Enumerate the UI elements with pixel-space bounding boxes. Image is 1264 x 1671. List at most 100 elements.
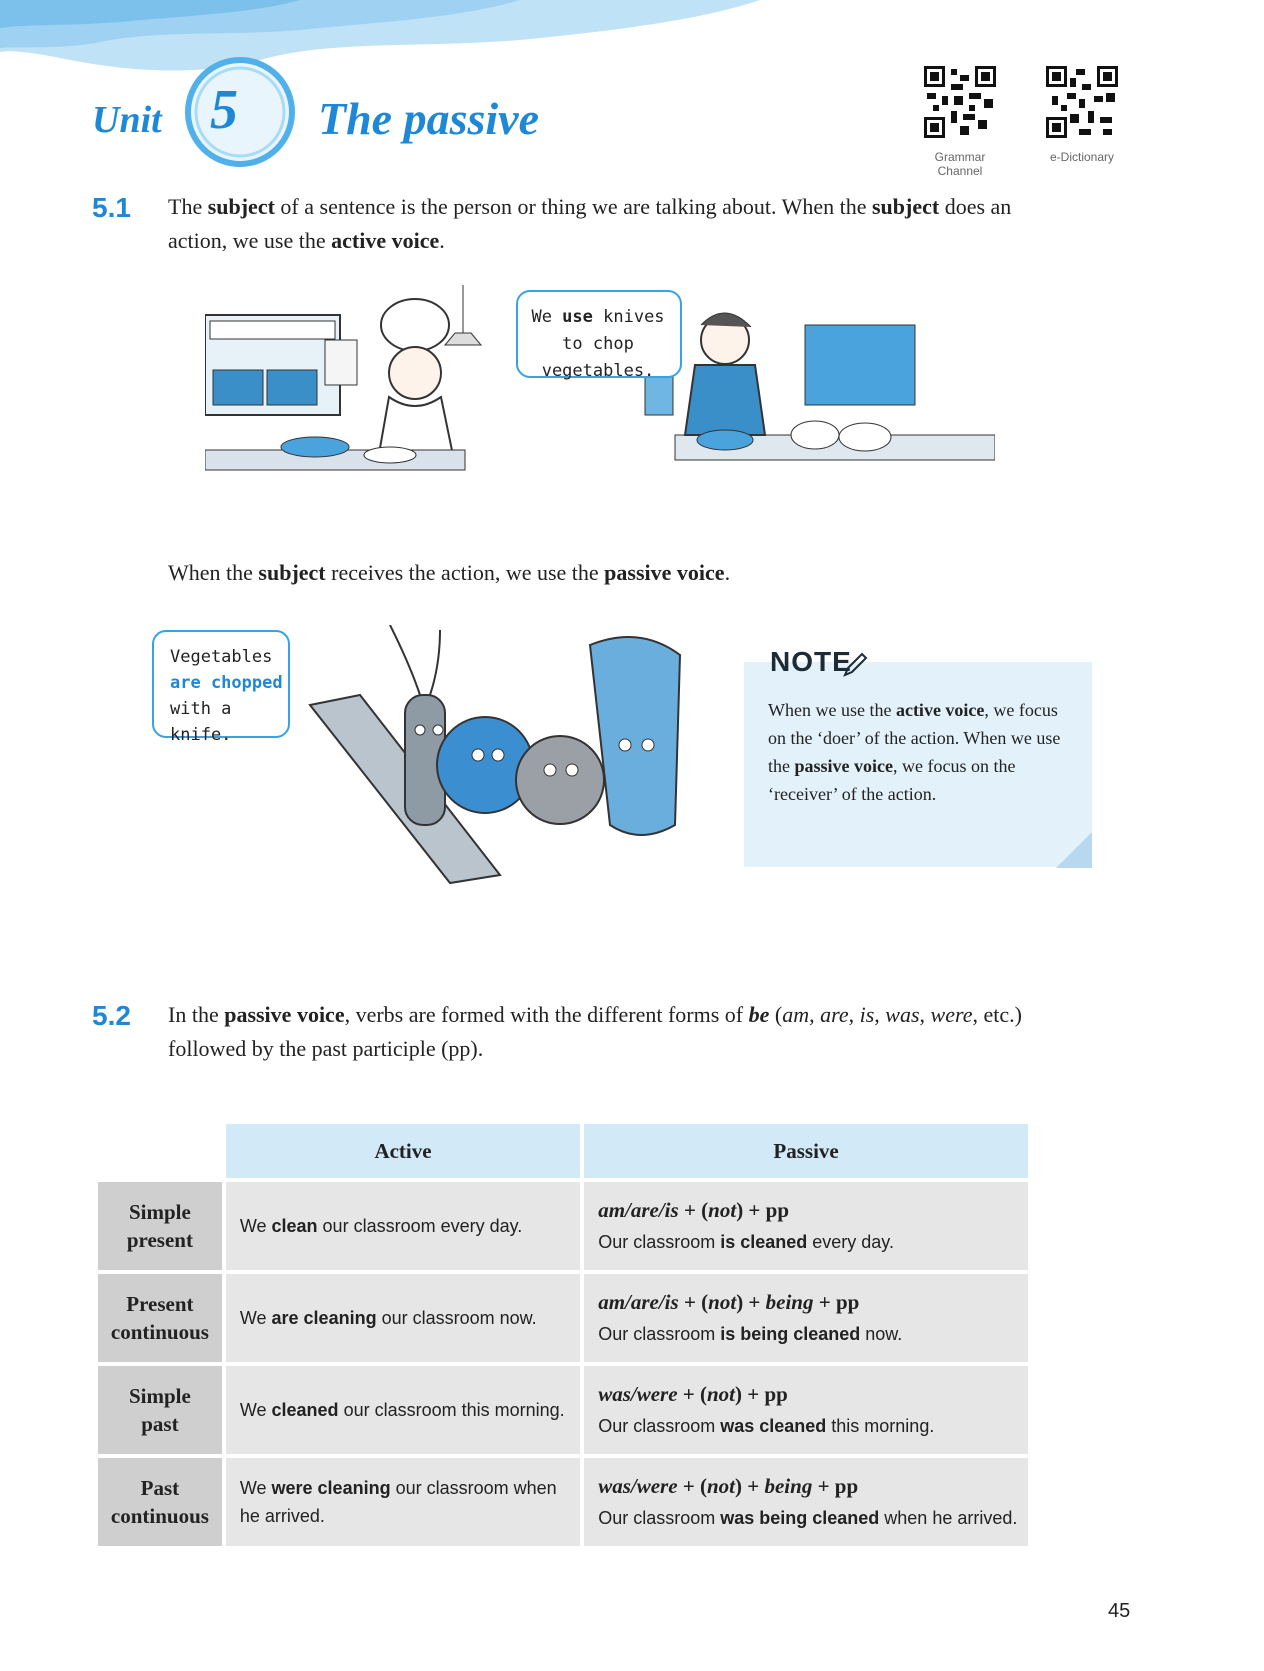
text-run: We bbox=[239, 1216, 272, 1236]
text-run: Our classroom bbox=[598, 1508, 721, 1528]
unit-label: Unit bbox=[92, 99, 162, 141]
text-run: When we use the bbox=[768, 700, 896, 720]
text-run: of a sentence is the person or thing we … bbox=[274, 194, 872, 219]
text-run: our classroom every day. bbox=[317, 1216, 523, 1236]
passive-formula: am/are/is + (not) + pp bbox=[598, 1196, 1028, 1224]
formula-being: being bbox=[765, 1290, 814, 1314]
formula-part: ) + pp bbox=[735, 1382, 788, 1406]
bold-term: passive voice bbox=[604, 560, 725, 585]
bold-term: use bbox=[562, 307, 593, 327]
qr-code-icon[interactable] bbox=[1046, 66, 1118, 138]
text-run: our classroom when he arrived. bbox=[239, 1478, 557, 1526]
formula-not: not bbox=[708, 1290, 737, 1314]
formula-be: am/are/is bbox=[598, 1198, 679, 1222]
formula-not: not bbox=[708, 1198, 737, 1222]
formula-part: + ( bbox=[678, 1290, 709, 1314]
passive-cell: am/are/is + (not) + pp Our classroom is … bbox=[584, 1182, 1028, 1270]
row-header-line: past bbox=[141, 1412, 179, 1436]
row-header: Simple present bbox=[98, 1182, 222, 1270]
formula-part: + pp bbox=[812, 1474, 859, 1498]
row-header-line: present bbox=[126, 1228, 193, 1252]
text-run: , bbox=[919, 1002, 931, 1027]
section-paragraph: In the passive voice, verbs are formed w… bbox=[168, 998, 1068, 1066]
text-run: . bbox=[439, 228, 445, 253]
active-cell: We were cleaning our classroom when he a… bbox=[225, 1458, 581, 1546]
formula-be: was/were bbox=[598, 1474, 678, 1498]
text-run: Our classroom bbox=[598, 1416, 721, 1436]
column-header-active: Active bbox=[225, 1124, 581, 1178]
qr-label-grammar-channel: Grammar Channel bbox=[915, 150, 1005, 178]
text-run: now. bbox=[860, 1324, 903, 1344]
passive-example: Our classroom is being cleaned now. bbox=[598, 1320, 1028, 1348]
qr-code-icon[interactable] bbox=[924, 66, 996, 138]
text-run: every day. bbox=[807, 1232, 894, 1252]
text-run: our classroom now. bbox=[376, 1308, 537, 1328]
text-run: knives to chop vegetables. bbox=[541, 307, 665, 381]
row-header: Present continuous bbox=[98, 1274, 222, 1362]
bold-verb: cleaned bbox=[271, 1400, 339, 1420]
formula-part: + pp bbox=[813, 1290, 860, 1314]
speech-bubble-text: Vegetables are chopped with a knife. bbox=[170, 644, 290, 748]
text-run: , etc.) followed by the past participle … bbox=[168, 1002, 1022, 1061]
formula-part: + ( bbox=[678, 1198, 709, 1222]
row-header-line: Simple bbox=[128, 1200, 191, 1224]
column-header-passive: Passive bbox=[584, 1124, 1028, 1178]
text-run: receives the action, we use the bbox=[325, 560, 605, 585]
passive-example: Our classroom was being cleaned when he … bbox=[598, 1504, 1028, 1532]
bold-term: passive voice bbox=[224, 1002, 345, 1027]
italic-term: are bbox=[820, 1002, 849, 1027]
table-row: Past continuous We were cleaning our clas… bbox=[98, 1458, 1028, 1546]
formula-be: was/were bbox=[598, 1382, 678, 1406]
section-number: 5.2 bbox=[92, 1000, 131, 1031]
formula-part: ) + pp bbox=[736, 1198, 790, 1222]
text-run: When the bbox=[168, 560, 259, 585]
text-run: Our classroom bbox=[598, 1324, 721, 1344]
speech-bubble-text: We use knives to chop vegetables. bbox=[528, 304, 668, 385]
highlight-term: are chopped bbox=[170, 673, 283, 693]
active-cell: We are cleaning our classroom now. bbox=[225, 1274, 581, 1362]
qr-label-e-dictionary: e-Dictionary bbox=[1049, 150, 1115, 164]
bold-verb: are cleaning bbox=[271, 1308, 377, 1328]
note-title: NOTE bbox=[770, 646, 852, 677]
text-run: with a knife. bbox=[170, 699, 232, 745]
passive-cell: was/were + (not) + pp Our classroom was … bbox=[584, 1366, 1028, 1454]
unit-number: 5 bbox=[210, 79, 238, 141]
text-run: . bbox=[724, 560, 731, 585]
bold-term: subject bbox=[207, 194, 275, 219]
italic-term: is bbox=[859, 1002, 875, 1027]
text-run: Vegetables bbox=[170, 647, 273, 667]
section-number: 5.1 bbox=[92, 192, 131, 223]
passive-example: Our classroom is cleaned every day. bbox=[598, 1228, 1028, 1256]
text-run: this morning. bbox=[826, 1416, 935, 1436]
row-header-line: Present bbox=[126, 1292, 194, 1316]
header-wave-decoration bbox=[0, 0, 760, 71]
text-run: We bbox=[531, 307, 563, 327]
active-cell: We cleaned our classroom this morning. bbox=[225, 1366, 581, 1454]
page-curl-icon bbox=[1056, 832, 1092, 868]
text-run: The bbox=[168, 194, 208, 219]
row-header-line: Simple bbox=[128, 1384, 191, 1408]
vegetables-illustration bbox=[308, 625, 682, 885]
formula-not: not bbox=[707, 1382, 736, 1406]
bold-verb: clean bbox=[271, 1216, 318, 1236]
passive-formula: was/were + (not) + being + pp bbox=[598, 1472, 1028, 1500]
bold-term: subject bbox=[258, 560, 326, 585]
passive-formula: was/were + (not) + pp bbox=[598, 1380, 1028, 1408]
note-box bbox=[744, 662, 1092, 867]
passive-cell: was/were + (not) + being + pp Our classr… bbox=[584, 1458, 1028, 1546]
bold-verb: is being cleaned bbox=[720, 1324, 861, 1344]
unit-number-circle-icon bbox=[185, 57, 295, 167]
table-row: Present continuous We are cleaning our cl… bbox=[98, 1274, 1028, 1362]
row-header-line: continuous bbox=[110, 1504, 209, 1528]
note-text: When we use the active voice , we focus o… bbox=[768, 696, 1080, 808]
formula-be: am/are/is bbox=[598, 1290, 679, 1314]
qr-label-line: Grammar bbox=[934, 150, 986, 164]
text-run: We bbox=[239, 1308, 272, 1328]
bold-term: active voice bbox=[895, 700, 985, 720]
text-run: We bbox=[239, 1400, 272, 1420]
text-run: , bbox=[809, 1002, 821, 1027]
text-run: , we focus on the ‘receiver’ of the acti… bbox=[768, 756, 1016, 804]
text-run: Our classroom bbox=[598, 1232, 721, 1252]
row-header-line: Past bbox=[140, 1476, 180, 1500]
table-row: Simple past We cleaned our classroom this… bbox=[98, 1366, 1028, 1454]
